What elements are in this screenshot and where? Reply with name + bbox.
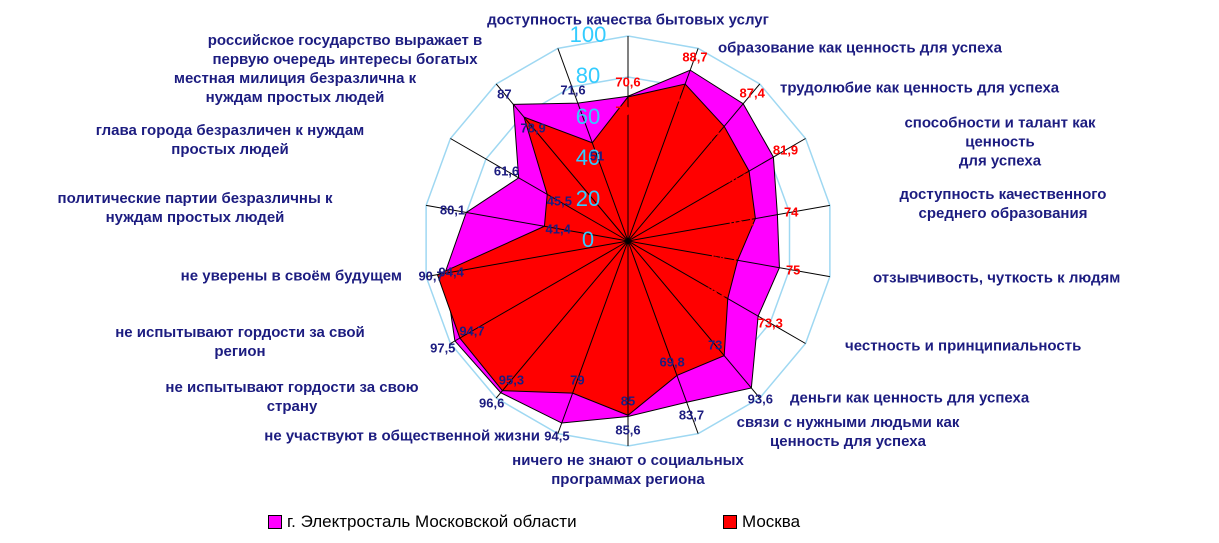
- legend-label: г. Электросталь Московской области: [287, 512, 577, 531]
- y-tick-label: 100: [570, 22, 607, 47]
- data-label: 85: [620, 393, 636, 409]
- spoke: [426, 204, 629, 242]
- y-tick-label: 0: [582, 227, 594, 252]
- category-label: не испытывают гордости за свою страну: [165, 379, 419, 415]
- spoke: [557, 48, 629, 242]
- data-label: 90,7: [418, 268, 444, 284]
- spoke: [495, 240, 629, 399]
- data-label: 68,2: [724, 170, 750, 186]
- data-label: 61,6: [493, 163, 520, 179]
- data-label: 83,7: [678, 407, 705, 423]
- data-label: 81,5: [667, 89, 693, 105]
- legend-item: г. Электросталь Московской области: [268, 512, 577, 532]
- spoke: [627, 204, 830, 242]
- spoke: [627, 83, 761, 242]
- category-label: отзывчивость, чуткость к людям: [873, 269, 1121, 287]
- data-label: 70,3: [615, 103, 641, 119]
- spoke: [627, 240, 830, 278]
- y-tick-label: 20: [576, 186, 600, 211]
- data-label: 74: [783, 204, 799, 220]
- category-label: политические партии безразличны к нуждам…: [57, 190, 333, 226]
- category-label: доступность качественного среднего образ…: [899, 186, 1107, 222]
- data-label: 71,6: [560, 82, 586, 98]
- data-label: 94,7: [459, 323, 485, 339]
- data-label: 45,5: [546, 193, 572, 209]
- data-label: 79: [570, 372, 585, 388]
- category-label: глава города безразличен к нуждам просты…: [95, 122, 365, 158]
- legend-item: Москва: [723, 512, 800, 532]
- y-tick-label: 80: [576, 63, 600, 88]
- spoke: [627, 138, 806, 242]
- data-label: 80,1: [439, 202, 466, 218]
- spoke: [557, 240, 629, 434]
- spoke: [627, 240, 806, 344]
- y-tick-label: 40: [576, 145, 600, 170]
- data-label: 56,2: [702, 284, 729, 300]
- data-label: 70,6: [615, 74, 641, 90]
- legend-swatch: [268, 515, 282, 529]
- data-label: 94,5: [544, 428, 570, 444]
- data-label: 78,9: [520, 120, 546, 136]
- category-label: не уверены в своём будущем: [180, 267, 402, 285]
- category-label: образование как ценность для успеха: [718, 39, 1002, 57]
- data-label: 75: [785, 262, 801, 278]
- category-label: честность и принципиальность: [845, 337, 1082, 355]
- spoke: [627, 240, 761, 399]
- data-label: 73,3: [757, 315, 783, 331]
- data-label: 87: [497, 86, 512, 102]
- data-label: 63,1: [728, 213, 755, 229]
- data-label: 69,8: [659, 354, 685, 370]
- data-label: 41,4: [545, 221, 571, 237]
- spoke: [495, 83, 629, 242]
- spoke: [450, 138, 629, 242]
- data-label: 95,3: [498, 372, 525, 388]
- data-label: 96,6: [479, 395, 505, 411]
- category-label: местная милиция безразлична к нуждам про…: [173, 70, 417, 106]
- data-label: 94,4: [438, 264, 464, 280]
- data-label: 97,5: [430, 340, 456, 356]
- category-label: способности и талант как ценность для ус…: [904, 114, 1096, 170]
- category-label: трудолюбие как ценность для успеха: [780, 79, 1060, 97]
- category-label: деньги как ценность для успеха: [790, 389, 1030, 407]
- category-label: не участвуют в общественной жизни: [264, 427, 540, 445]
- data-label: 85,6: [615, 422, 641, 438]
- spoke: [426, 240, 629, 278]
- data-label: 93,6: [747, 391, 773, 407]
- data-label: 73: [707, 337, 723, 353]
- category-label: связи с нужными людьми как ценность для …: [736, 414, 960, 450]
- legend-label: Москва: [742, 512, 801, 531]
- data-label: 51: [589, 148, 605, 164]
- category-label: не испытывают гордости за свой регион: [115, 324, 365, 360]
- category-label: российское государство выражает в первую…: [207, 32, 483, 68]
- category-label: доступность качества бытовых услуг: [487, 11, 769, 29]
- spoke: [450, 240, 629, 344]
- spoke: [627, 48, 699, 242]
- data-label: 73: [707, 129, 723, 145]
- data-label: 87,4: [739, 85, 765, 101]
- spoke: [627, 240, 699, 434]
- legend-swatch: [723, 515, 737, 529]
- data-label: 54,3: [711, 250, 737, 266]
- data-label: 88,7: [682, 49, 708, 65]
- y-tick-label: 60: [576, 104, 600, 129]
- category-label: ничего не знают о социальных программах …: [512, 452, 744, 488]
- data-label: 81,9: [772, 142, 799, 158]
